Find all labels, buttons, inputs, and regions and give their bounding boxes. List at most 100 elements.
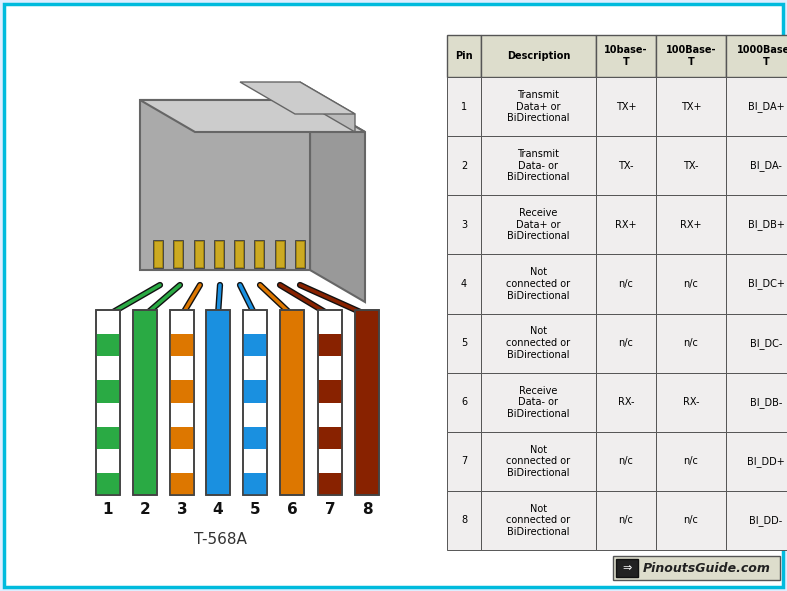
Text: n/c: n/c bbox=[684, 338, 698, 348]
Polygon shape bbox=[254, 240, 264, 268]
Bar bbox=[726, 491, 787, 550]
Text: 5: 5 bbox=[461, 338, 467, 348]
Bar bbox=[726, 35, 787, 77]
Bar bbox=[596, 195, 656, 254]
Text: BI_DB-: BI_DB- bbox=[750, 397, 782, 408]
Bar bbox=[656, 432, 726, 491]
Polygon shape bbox=[256, 241, 264, 267]
Bar bbox=[96, 334, 120, 356]
Polygon shape bbox=[235, 241, 243, 267]
Bar bbox=[447, 195, 481, 254]
Bar bbox=[726, 195, 787, 254]
Text: Receive
Data- or
BiDirectional: Receive Data- or BiDirectional bbox=[508, 385, 570, 419]
Text: Pin: Pin bbox=[455, 51, 473, 61]
Bar bbox=[596, 432, 656, 491]
Text: n/c: n/c bbox=[619, 279, 634, 289]
Bar bbox=[318, 310, 342, 495]
Text: BI_DB+: BI_DB+ bbox=[748, 219, 785, 230]
Text: 4: 4 bbox=[461, 279, 467, 289]
Bar bbox=[170, 310, 194, 495]
Bar bbox=[318, 380, 342, 402]
Text: PinoutsGuide.com: PinoutsGuide.com bbox=[643, 561, 771, 574]
Bar bbox=[243, 310, 267, 495]
Bar bbox=[140, 100, 310, 270]
Bar bbox=[170, 310, 194, 495]
Text: 5: 5 bbox=[249, 502, 260, 518]
Bar bbox=[726, 254, 787, 313]
Text: Description: Description bbox=[507, 51, 571, 61]
Text: TX-: TX- bbox=[683, 161, 699, 171]
Bar bbox=[170, 334, 194, 356]
Bar bbox=[243, 334, 267, 356]
Bar bbox=[447, 372, 481, 432]
Bar bbox=[170, 427, 194, 449]
Text: 10base-
T: 10base- T bbox=[604, 45, 648, 67]
Polygon shape bbox=[214, 240, 224, 268]
Bar bbox=[318, 334, 342, 356]
Polygon shape bbox=[295, 240, 305, 268]
Bar bbox=[447, 432, 481, 491]
Bar bbox=[447, 254, 481, 313]
Text: BI_DA+: BI_DA+ bbox=[748, 101, 785, 112]
Bar bbox=[596, 254, 656, 313]
Bar bbox=[481, 372, 596, 432]
Polygon shape bbox=[296, 241, 304, 267]
Bar bbox=[447, 491, 481, 550]
Bar bbox=[447, 35, 481, 77]
Polygon shape bbox=[240, 82, 355, 114]
Text: 1000Base-
T: 1000Base- T bbox=[737, 45, 787, 67]
Polygon shape bbox=[300, 82, 355, 132]
Bar bbox=[596, 491, 656, 550]
Bar bbox=[481, 195, 596, 254]
Bar bbox=[206, 310, 230, 495]
Text: TX-: TX- bbox=[619, 161, 634, 171]
Text: RX+: RX+ bbox=[615, 220, 637, 230]
Text: 4: 4 bbox=[212, 502, 224, 518]
Text: n/c: n/c bbox=[619, 515, 634, 525]
Bar bbox=[726, 313, 787, 372]
Text: BI_DD-: BI_DD- bbox=[749, 515, 782, 526]
Bar bbox=[596, 372, 656, 432]
Bar bbox=[596, 77, 656, 136]
Text: 2: 2 bbox=[461, 161, 467, 171]
Bar bbox=[656, 313, 726, 372]
Text: BI_DD+: BI_DD+ bbox=[747, 456, 785, 467]
Text: 1: 1 bbox=[103, 502, 113, 518]
Bar bbox=[656, 491, 726, 550]
Polygon shape bbox=[140, 100, 365, 132]
Text: Not
connected or
BiDirectional: Not connected or BiDirectional bbox=[507, 326, 571, 360]
Bar bbox=[96, 473, 120, 495]
Text: Not
connected or
BiDirectional: Not connected or BiDirectional bbox=[507, 267, 571, 301]
Text: Not
connected or
BiDirectional: Not connected or BiDirectional bbox=[507, 444, 571, 478]
Bar bbox=[616, 559, 638, 577]
Bar bbox=[481, 136, 596, 195]
Text: 2: 2 bbox=[139, 502, 150, 518]
Bar bbox=[481, 313, 596, 372]
Polygon shape bbox=[174, 241, 183, 267]
Bar bbox=[133, 310, 157, 495]
Bar bbox=[355, 310, 379, 495]
Bar bbox=[656, 136, 726, 195]
Text: TX+: TX+ bbox=[681, 102, 701, 112]
Polygon shape bbox=[154, 241, 162, 267]
Bar bbox=[481, 77, 596, 136]
Bar bbox=[170, 473, 194, 495]
Polygon shape bbox=[194, 241, 202, 267]
Bar bbox=[656, 77, 726, 136]
Text: n/c: n/c bbox=[684, 515, 698, 525]
Polygon shape bbox=[275, 240, 285, 268]
Bar bbox=[318, 310, 342, 495]
Bar bbox=[318, 427, 342, 449]
Text: RX-: RX- bbox=[683, 397, 700, 407]
Bar bbox=[481, 491, 596, 550]
Bar bbox=[243, 473, 267, 495]
Text: T-568A: T-568A bbox=[194, 532, 246, 547]
Bar bbox=[447, 77, 481, 136]
Text: TX+: TX+ bbox=[615, 102, 636, 112]
Bar bbox=[280, 310, 304, 495]
Bar bbox=[726, 136, 787, 195]
Polygon shape bbox=[194, 240, 204, 268]
Bar bbox=[726, 432, 787, 491]
Bar bbox=[656, 372, 726, 432]
Bar bbox=[656, 254, 726, 313]
